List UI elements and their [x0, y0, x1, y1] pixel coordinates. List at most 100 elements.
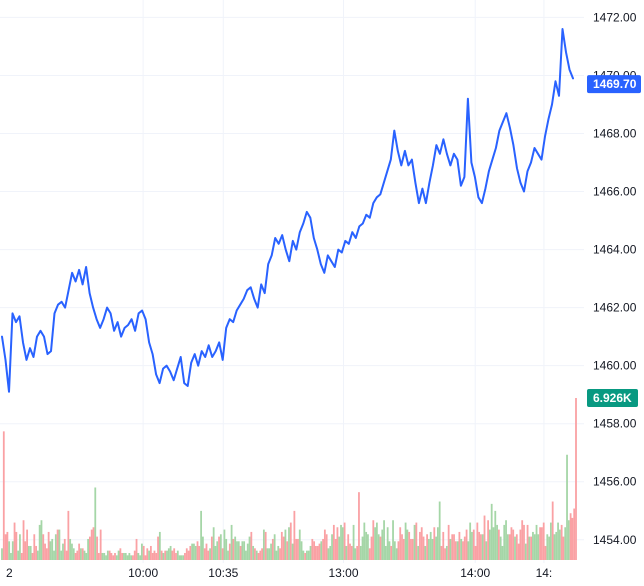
volume-bar — [241, 541, 244, 560]
volume-bar — [189, 545, 192, 560]
volume-bar — [40, 520, 43, 560]
volume-bar — [33, 534, 36, 560]
volume-bar — [370, 536, 373, 560]
volume-bar — [135, 538, 138, 560]
volume-bar — [289, 522, 292, 560]
volume-bar — [471, 531, 473, 560]
volume-bar — [141, 543, 143, 560]
volume-bar — [255, 550, 258, 560]
volume-bar — [279, 548, 281, 560]
volume-bar — [467, 541, 470, 560]
volume-bar — [94, 487, 97, 560]
badge-layer: 1469.70 6.926K — [587, 75, 641, 407]
volume-bar — [515, 534, 518, 560]
volume-bar — [431, 538, 434, 560]
volume-bar — [254, 548, 256, 560]
volume-bar — [472, 529, 475, 560]
volume-bar — [293, 510, 296, 560]
volume-bar — [11, 541, 14, 560]
volume-bar — [537, 534, 540, 560]
volume-bar — [214, 545, 217, 560]
volume-bar — [29, 545, 32, 560]
volume-bar — [24, 541, 27, 560]
volume-bar — [124, 552, 127, 560]
volume-bar — [338, 536, 341, 560]
volume-bar — [541, 527, 543, 560]
volume-bar — [130, 555, 133, 560]
volume-bar — [81, 548, 84, 560]
volume-bar — [106, 550, 109, 560]
volume-bar — [397, 541, 400, 560]
volume-bar — [325, 534, 328, 560]
volume-bar — [223, 529, 226, 560]
volume-bar — [390, 545, 393, 560]
volume-bar — [567, 520, 570, 560]
volume-bar — [392, 520, 394, 560]
volume-bar — [428, 538, 430, 560]
volume-bar — [248, 536, 251, 560]
volume-bar — [524, 543, 527, 560]
volume-bar — [411, 538, 414, 560]
volume-bar — [275, 550, 278, 560]
volume-bar — [97, 552, 100, 560]
volume-bar — [424, 545, 427, 560]
volume-bar — [99, 529, 102, 560]
volume-bar — [273, 534, 276, 560]
volume-bar — [557, 522, 559, 560]
volume-bar — [42, 534, 45, 560]
volume-bar — [203, 548, 206, 560]
volume-bar — [63, 538, 66, 560]
volume-bar — [60, 550, 63, 560]
volume-bar — [207, 550, 210, 560]
volume-bar — [501, 545, 504, 560]
volume-bar — [569, 513, 572, 560]
volume-bar — [465, 529, 468, 560]
volume-bar — [526, 524, 529, 560]
volume-bar — [133, 550, 136, 560]
volume-bar — [379, 536, 382, 560]
volume-bar — [291, 543, 294, 560]
volume-bar — [191, 543, 194, 560]
volume-bar — [218, 536, 220, 560]
volume-bar — [284, 529, 287, 560]
volume-bar — [399, 527, 402, 560]
volume-bar — [146, 548, 149, 560]
volume-bar — [564, 527, 567, 560]
volume-bar — [523, 524, 525, 560]
volume-bar — [329, 545, 332, 560]
volume-bar — [200, 510, 203, 560]
volume-bar — [419, 531, 421, 560]
volume-bar — [266, 548, 269, 560]
y-tick-label: 1464.00 — [593, 243, 637, 257]
volume-bar — [149, 545, 152, 560]
volume-bar — [402, 538, 405, 560]
volume-bar — [566, 454, 568, 560]
volume-bar — [119, 548, 122, 560]
volume-bar — [49, 541, 52, 560]
volume-bar — [503, 524, 506, 560]
volume-bar — [485, 541, 488, 560]
volume-bar — [514, 536, 516, 560]
price-badge — [587, 75, 641, 94]
volume-bar — [198, 545, 201, 560]
volume-bar — [286, 541, 289, 560]
volume-bar — [239, 545, 242, 560]
volume-bar — [297, 538, 299, 560]
volume-bar — [144, 555, 147, 560]
volume-bar — [139, 555, 142, 560]
volume-bar — [365, 531, 368, 560]
volume-bar — [383, 520, 385, 560]
volume-bar — [497, 529, 500, 560]
volume-bar — [316, 545, 319, 560]
volume-bar — [212, 527, 215, 560]
volume-bar — [36, 550, 39, 560]
volume-bar — [384, 545, 387, 560]
volume-bar — [340, 524, 342, 560]
volume-bar — [142, 545, 145, 560]
volume-bar — [546, 534, 549, 560]
y-axis: 1472.001470.001468.001466.001464.001462.… — [593, 10, 637, 546]
volume-bar — [483, 515, 486, 560]
